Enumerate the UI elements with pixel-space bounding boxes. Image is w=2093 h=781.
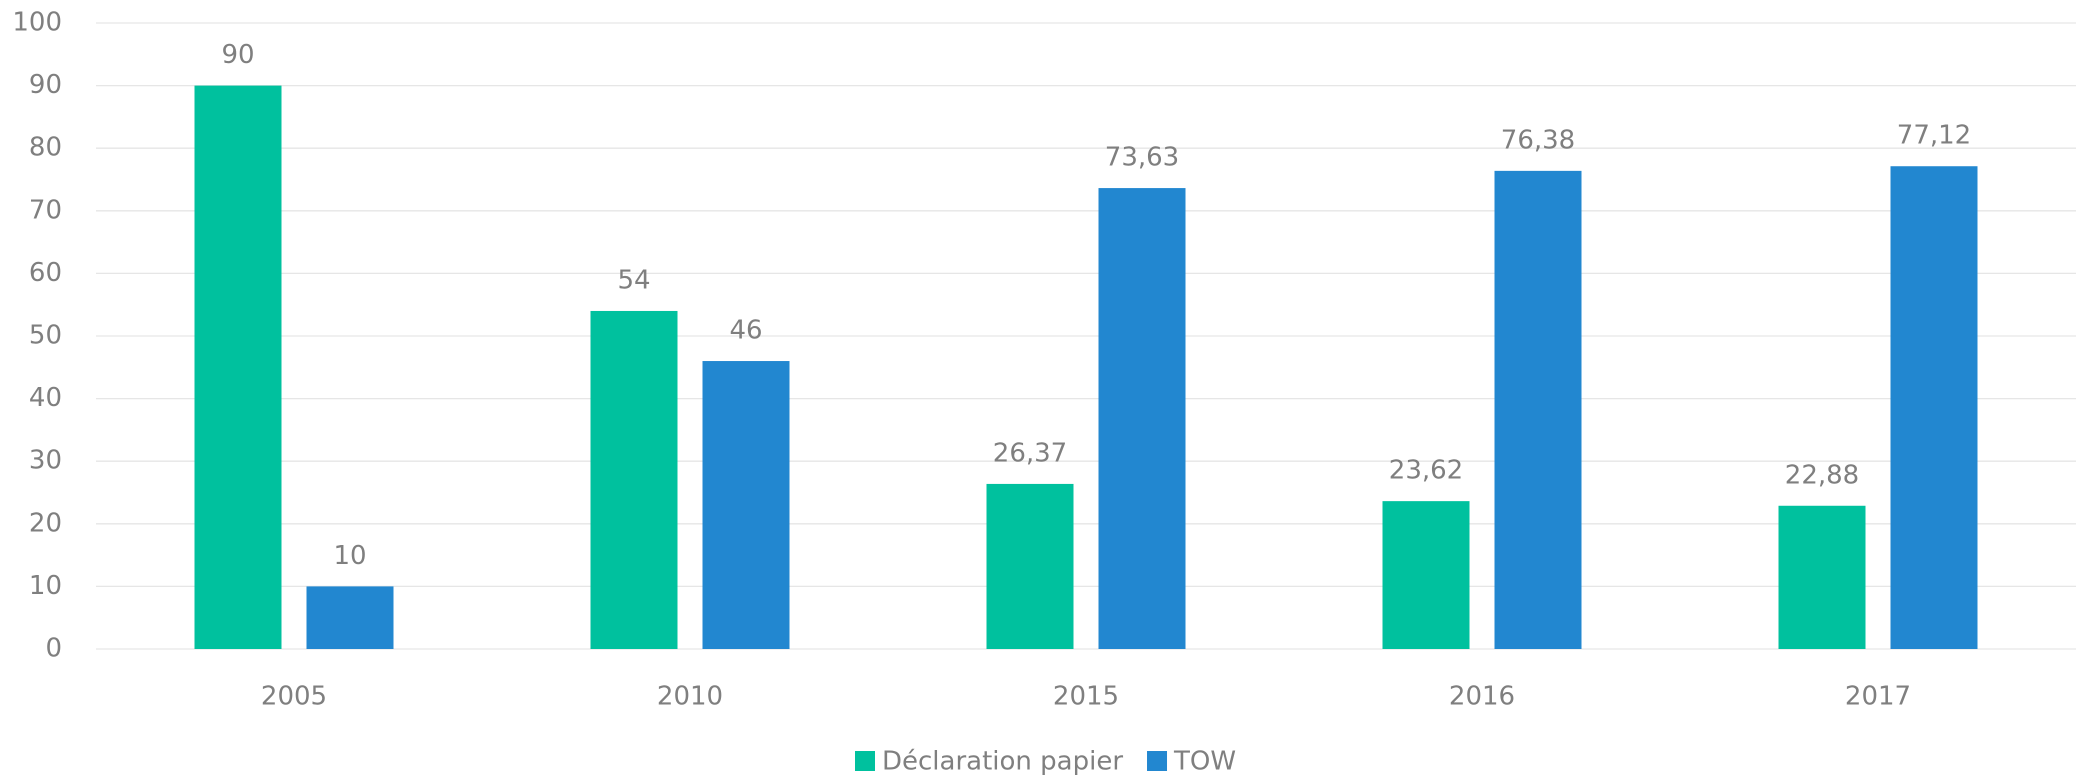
bar — [590, 310, 678, 649]
bar — [702, 361, 790, 649]
y-tick-label: 70 — [29, 195, 62, 225]
y-tick-label: 10 — [29, 571, 62, 601]
y-tick-label: 20 — [29, 508, 62, 538]
bar — [306, 586, 394, 649]
data-label: 23,62 — [1389, 456, 1463, 486]
x-tick-label: 2010 — [657, 682, 723, 712]
bar — [1382, 501, 1470, 649]
bar — [1778, 505, 1866, 649]
y-tick-label: 30 — [29, 446, 62, 476]
data-label: 54 — [617, 265, 650, 295]
data-label: 77,12 — [1897, 121, 1971, 151]
legend-label: Déclaration papier — [882, 747, 1123, 777]
y-tick-label: 90 — [29, 70, 62, 100]
legend-swatch — [1147, 751, 1168, 771]
legend-swatch — [855, 751, 875, 771]
y-tick-label: 50 — [29, 321, 62, 351]
data-label: 10 — [333, 541, 366, 571]
data-label: 90 — [221, 40, 254, 70]
y-tick-label: 100 — [12, 8, 62, 38]
y-tick-label: 60 — [29, 258, 62, 288]
x-tick-label: 2005 — [261, 682, 327, 712]
x-tick-label: 2016 — [1449, 682, 1515, 712]
data-label: 26,37 — [993, 438, 1067, 468]
data-label: 76,38 — [1501, 125, 1575, 155]
y-tick-label: 40 — [29, 383, 62, 413]
data-label: 73,63 — [1105, 143, 1179, 173]
bar — [1098, 188, 1186, 649]
bar — [1494, 170, 1582, 649]
bar — [1890, 166, 1978, 649]
x-tick-label: 2017 — [1845, 682, 1911, 712]
y-tick-label: 0 — [45, 634, 62, 664]
bar — [986, 483, 1074, 649]
data-label: 46 — [729, 316, 762, 346]
data-label: 22,88 — [1785, 460, 1859, 490]
y-tick-label: 80 — [29, 133, 62, 163]
bar — [194, 85, 282, 650]
legend-label: TOW — [1173, 747, 1236, 777]
x-tick-label: 2015 — [1053, 682, 1119, 712]
